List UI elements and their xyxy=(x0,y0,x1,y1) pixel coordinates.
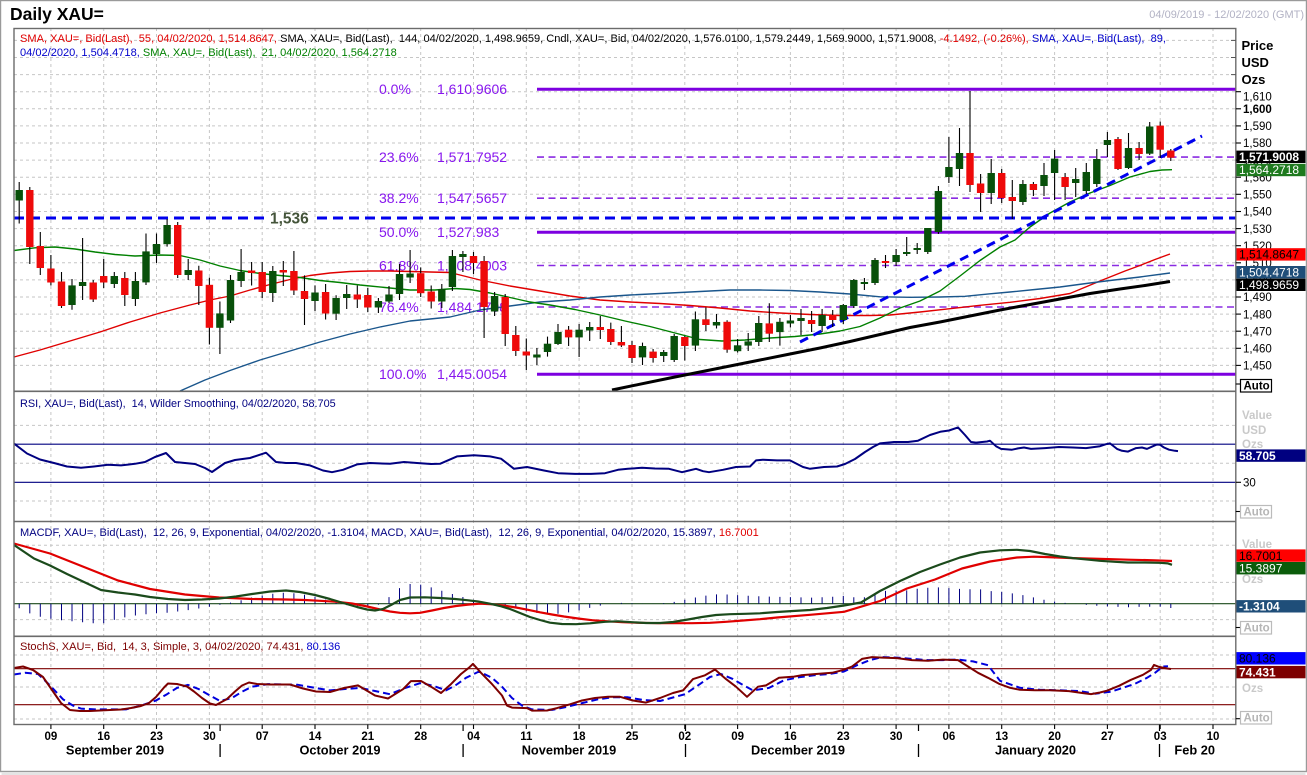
svg-text:January 2020: January 2020 xyxy=(995,743,1076,758)
svg-text:Auto: Auto xyxy=(1244,713,1270,725)
svg-text:1,600: 1,600 xyxy=(1243,104,1272,116)
svg-text:1,610: 1,610 xyxy=(1243,92,1272,104)
svg-text:Value: Value xyxy=(1242,410,1272,422)
svg-text:1,490: 1,490 xyxy=(1243,292,1272,304)
svg-text:16: 16 xyxy=(784,731,797,743)
svg-text:03: 03 xyxy=(1154,731,1167,743)
svg-text:30: 30 xyxy=(1243,478,1256,490)
svg-text:28: 28 xyxy=(414,731,427,743)
svg-text:09: 09 xyxy=(731,731,744,743)
svg-text:61.8%: 61.8% xyxy=(379,257,419,273)
svg-text:06: 06 xyxy=(943,731,956,743)
svg-text:StochS, XAU=, Bid, 14, 3, Sim: StochS, XAU=, Bid, 14, 3, Simple, 3, 04/… xyxy=(20,641,340,653)
svg-text:30: 30 xyxy=(890,731,903,743)
svg-text:Ozs: Ozs xyxy=(1242,574,1263,586)
svg-text:November 2019: November 2019 xyxy=(522,743,617,758)
svg-text:50.0%: 50.0% xyxy=(379,224,419,240)
svg-text:Value: Value xyxy=(1242,539,1272,551)
svg-text:MACDF, XAU=, Bid(Last), 12, 2: MACDF, XAU=, Bid(Last), 12, 26, 9, Expon… xyxy=(20,527,759,539)
svg-text:23: 23 xyxy=(150,731,163,743)
svg-text:58.705: 58.705 xyxy=(1239,449,1276,463)
svg-text:1,484.1708: 1,484.1708 xyxy=(437,299,507,315)
svg-text:USD: USD xyxy=(1242,425,1266,437)
svg-text:1,590: 1,590 xyxy=(1243,121,1272,133)
svg-text:1,498.9659: 1,498.9659 xyxy=(1239,278,1299,292)
svg-text:100.0%: 100.0% xyxy=(379,366,426,382)
svg-text:1,460: 1,460 xyxy=(1243,344,1272,356)
svg-text:09: 09 xyxy=(45,731,58,743)
svg-text:RSI, XAU=, Bid(Last), 14, Wil: RSI, XAU=, Bid(Last), 14, Wilder Smoothi… xyxy=(20,398,336,410)
svg-text:Auto: Auto xyxy=(1244,623,1270,635)
svg-text:1,571.9008: 1,571.9008 xyxy=(1239,150,1299,164)
svg-text:11: 11 xyxy=(520,731,533,743)
svg-text:38.2%: 38.2% xyxy=(379,190,419,206)
svg-text:Price: Price xyxy=(1242,38,1274,53)
svg-text:Auto: Auto xyxy=(1244,381,1270,393)
svg-text:04/09/2019 - 12/02/2020 (GMT): 04/09/2019 - 12/02/2020 (GMT) xyxy=(1149,9,1304,21)
svg-text:Auto: Auto xyxy=(1244,507,1270,519)
svg-text:1,445.0054: 1,445.0054 xyxy=(437,366,507,382)
svg-text:13: 13 xyxy=(995,731,1008,743)
svg-text:1,480: 1,480 xyxy=(1243,309,1272,321)
svg-text:USD: USD xyxy=(1242,55,1269,70)
svg-text:1,564.2718: 1,564.2718 xyxy=(1239,163,1299,177)
svg-text:1,504.4718: 1,504.4718 xyxy=(1239,265,1299,279)
svg-text:1,610.9606: 1,610.9606 xyxy=(437,81,507,97)
svg-text:September 2019: September 2019 xyxy=(66,743,164,758)
svg-text:October 2019: October 2019 xyxy=(299,743,380,758)
svg-text:04/02/2020, 1,504.4718, SMA, X: 04/02/2020, 1,504.4718, SMA, XAU=, Bid(L… xyxy=(20,47,397,59)
svg-text:15.3897: 15.3897 xyxy=(1239,561,1283,575)
svg-text:1,527.983: 1,527.983 xyxy=(437,224,499,240)
svg-text:21: 21 xyxy=(361,731,374,743)
svg-text:23.6%: 23.6% xyxy=(379,149,419,165)
svg-text:76.4%: 76.4% xyxy=(379,299,419,315)
svg-text:December 2019: December 2019 xyxy=(751,743,845,758)
svg-text:1,450: 1,450 xyxy=(1243,361,1272,373)
svg-text:0.0%: 0.0% xyxy=(379,81,411,97)
svg-text:1,470: 1,470 xyxy=(1243,326,1272,338)
svg-text:1,540: 1,540 xyxy=(1243,207,1272,219)
svg-text:1,514.8647: 1,514.8647 xyxy=(1239,248,1299,262)
svg-text:Feb 20: Feb 20 xyxy=(1174,743,1215,758)
svg-text:1,550: 1,550 xyxy=(1243,190,1272,202)
svg-text:23: 23 xyxy=(837,731,850,743)
svg-text:16.7001: 16.7001 xyxy=(1239,549,1283,563)
svg-text:1,530: 1,530 xyxy=(1243,224,1272,236)
svg-text:Ozs: Ozs xyxy=(1242,439,1263,451)
svg-text:1,536: 1,536 xyxy=(270,211,309,228)
svg-text:18: 18 xyxy=(573,731,586,743)
svg-text:27: 27 xyxy=(1101,731,1114,743)
svg-text:1,580: 1,580 xyxy=(1243,138,1272,150)
svg-text:10: 10 xyxy=(1207,731,1220,743)
svg-text:Daily XAU=: Daily XAU= xyxy=(10,4,104,24)
svg-text:02: 02 xyxy=(678,731,691,743)
svg-text:07: 07 xyxy=(256,731,269,743)
svg-text:1,571.7952: 1,571.7952 xyxy=(437,149,507,165)
svg-text:-1.3104: -1.3104 xyxy=(1239,600,1280,614)
svg-text:16: 16 xyxy=(97,731,110,743)
svg-text:Ozs: Ozs xyxy=(1242,72,1266,87)
svg-text:14: 14 xyxy=(309,731,322,743)
svg-text:1,547.5657: 1,547.5657 xyxy=(437,190,507,206)
svg-text:20: 20 xyxy=(1048,731,1061,743)
svg-text:25: 25 xyxy=(626,731,639,743)
svg-text:Ozs: Ozs xyxy=(1242,683,1263,695)
svg-text:74.431: 74.431 xyxy=(1239,665,1276,679)
svg-text:30: 30 xyxy=(203,731,216,743)
svg-text:04: 04 xyxy=(467,731,480,743)
svg-text:80.136: 80.136 xyxy=(1239,652,1276,666)
svg-text:SMA, XAU=, Bid(Last), 55, 04/: SMA, XAU=, Bid(Last), 55, 04/02/2020, 1,… xyxy=(20,33,1166,45)
